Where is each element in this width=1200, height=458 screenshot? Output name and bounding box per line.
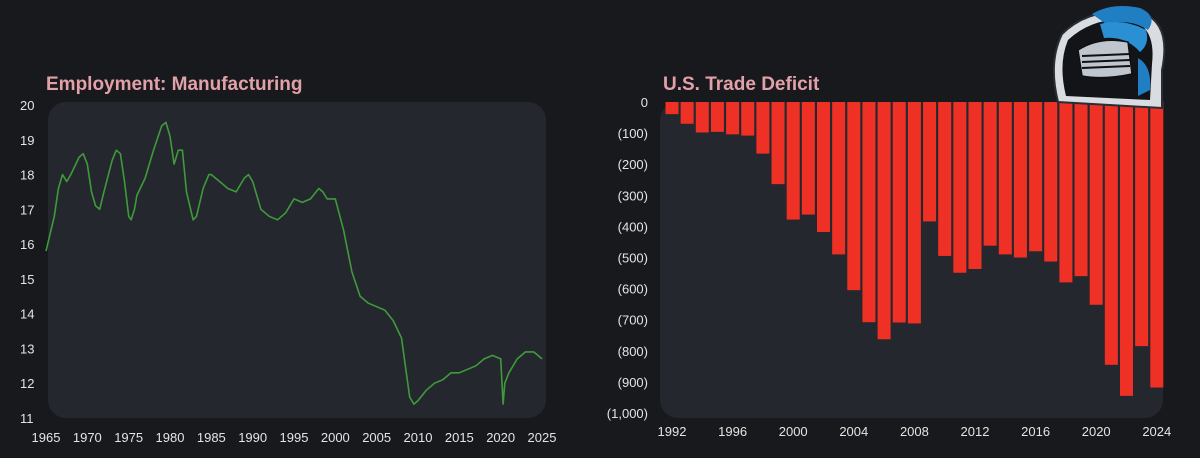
trade-deficit-y-tick-label: (800) [618, 344, 648, 359]
trade-deficit-bar [1059, 102, 1073, 283]
trade-deficit-x-tick-label: 2024 [1142, 424, 1171, 439]
employment-x-tick-label: 1985 [197, 430, 226, 445]
trade-deficit-x-tick-label: 2000 [779, 424, 808, 439]
employment-x-tick-label: 1965 [32, 430, 61, 445]
trade-deficit-bar [1044, 102, 1058, 262]
employment-x-tick-label: 1995 [280, 430, 309, 445]
trade-deficit-y-tick-label: (500) [618, 251, 648, 266]
employment-x-tick-label: 2020 [486, 430, 515, 445]
trade-deficit-y-tick-label: (200) [618, 157, 648, 172]
employment-y-tick-label: 16 [20, 237, 34, 252]
employment-x-tick-label: 2000 [321, 430, 350, 445]
trade-deficit-y-tick-label: (100) [618, 126, 648, 141]
employment-y-tick-label: 17 [20, 202, 34, 217]
trade-deficit-x-tick-label: 2004 [839, 424, 868, 439]
trade-deficit-bar [817, 102, 830, 232]
employment-y-tick-label: 19 [20, 133, 34, 148]
employment-x-tick-label: 2025 [528, 430, 557, 445]
trade-deficit-bar [771, 102, 785, 185]
trade-deficit-bar [998, 102, 1012, 255]
employment-x-tick-label: 2015 [445, 430, 474, 445]
employment-plot-area [48, 102, 546, 418]
trade-deficit-bar [1074, 102, 1088, 277]
trade-deficit-y-tick-label: (900) [618, 375, 648, 390]
knight-helmet-logo-icon [1052, 6, 1166, 110]
trade-deficit-chart-title: U.S. Trade Deficit [663, 74, 820, 95]
employment-y-tick-label: 12 [20, 376, 34, 391]
trade-deficit-bar [756, 102, 770, 154]
employment-x-tick-label: 1975 [114, 430, 143, 445]
employment-y-tick-label: 18 [20, 168, 34, 183]
trade-deficit-bar [1013, 102, 1027, 258]
trade-deficit-bar [1029, 102, 1043, 252]
employment-x-tick-label: 2005 [362, 430, 391, 445]
trade-deficit-bar [983, 102, 997, 246]
trade-deficit-bar [1104, 102, 1118, 365]
employment-y-tick-label: 11 [20, 411, 34, 426]
trade-deficit-y-tick-label: (400) [618, 219, 648, 234]
trade-deficit-bar [726, 102, 740, 135]
employment-y-tick-label: 14 [20, 307, 34, 322]
employment-y-tick-label: 20 [20, 98, 34, 113]
trade-deficit-bar [1150, 102, 1164, 388]
trade-deficit-y-tick-label: (300) [618, 188, 648, 203]
trade-deficit-chart: U.S. Trade Deficit 0 (100) (200) (300) (400)… [607, 74, 1171, 439]
employment-chart-title: Employment: Manufacturing [46, 74, 303, 95]
trade-deficit-x-axis: 1992 1996 2000 2004 2008 2012 2016 2020 2024 [658, 424, 1172, 439]
trade-deficit-x-tick-label: 2016 [1021, 424, 1050, 439]
employment-x-axis: 1965 1970 1975 1980 1985 1990 1995 2000 2005 2010… [32, 430, 557, 445]
trade-deficit-bar [710, 102, 724, 132]
employment-y-axis: 20 19 18 17 16 15 14 13 12 11 [20, 98, 34, 426]
trade-deficit-bar [938, 102, 952, 256]
trade-deficit-bar [1120, 102, 1133, 396]
trade-deficit-bars [665, 102, 1164, 396]
trade-deficit-bar [665, 102, 679, 115]
trade-deficit-x-tick-label: 1996 [718, 424, 747, 439]
trade-deficit-bar [968, 102, 982, 270]
trade-deficit-bar [801, 102, 815, 215]
trade-deficit-bar [1135, 102, 1149, 347]
trade-deficit-bar [862, 102, 876, 323]
trade-deficit-bar [680, 102, 694, 124]
trade-deficit-bar [877, 102, 891, 340]
employment-series-line [45, 121, 543, 405]
employment-x-tick-label: 1990 [238, 430, 267, 445]
trade-deficit-y-tick-label: (700) [618, 313, 648, 328]
trade-deficit-y-axis: 0 (100) (200) (300) (400) (500) (600) (700) (800… [607, 95, 648, 421]
employment-chart: Employment: Manufacturing 20 19 18 17 16 15 14… [20, 74, 556, 445]
trade-deficit-bar [786, 102, 800, 220]
employment-x-tick-label: 1970 [73, 430, 102, 445]
trade-deficit-bar [1089, 102, 1103, 305]
trade-deficit-y-tick-label: (1,000) [607, 406, 648, 421]
trade-deficit-y-tick-label: (600) [618, 282, 648, 297]
trade-deficit-x-tick-label: 2012 [961, 424, 990, 439]
trade-deficit-y-tick-label: 0 [641, 95, 648, 110]
trade-deficit-bar [892, 102, 906, 323]
trade-deficit-bar [847, 102, 861, 291]
trade-deficit-bar [953, 102, 967, 273]
employment-x-tick-label: 1980 [156, 430, 185, 445]
trade-deficit-bar [695, 102, 709, 133]
trade-deficit-bar [741, 102, 755, 136]
trade-deficit-x-tick-label: 2020 [1082, 424, 1111, 439]
trade-deficit-x-tick-label: 2008 [900, 424, 929, 439]
trade-deficit-bar [832, 102, 846, 255]
employment-y-tick-label: 15 [20, 272, 34, 287]
trade-deficit-x-tick-label: 1992 [658, 424, 687, 439]
trade-deficit-bar [923, 102, 937, 222]
employment-y-tick-label: 13 [20, 341, 34, 356]
trade-deficit-bar [907, 102, 921, 324]
employment-series [45, 121, 543, 405]
employment-x-tick-label: 2010 [404, 430, 433, 445]
